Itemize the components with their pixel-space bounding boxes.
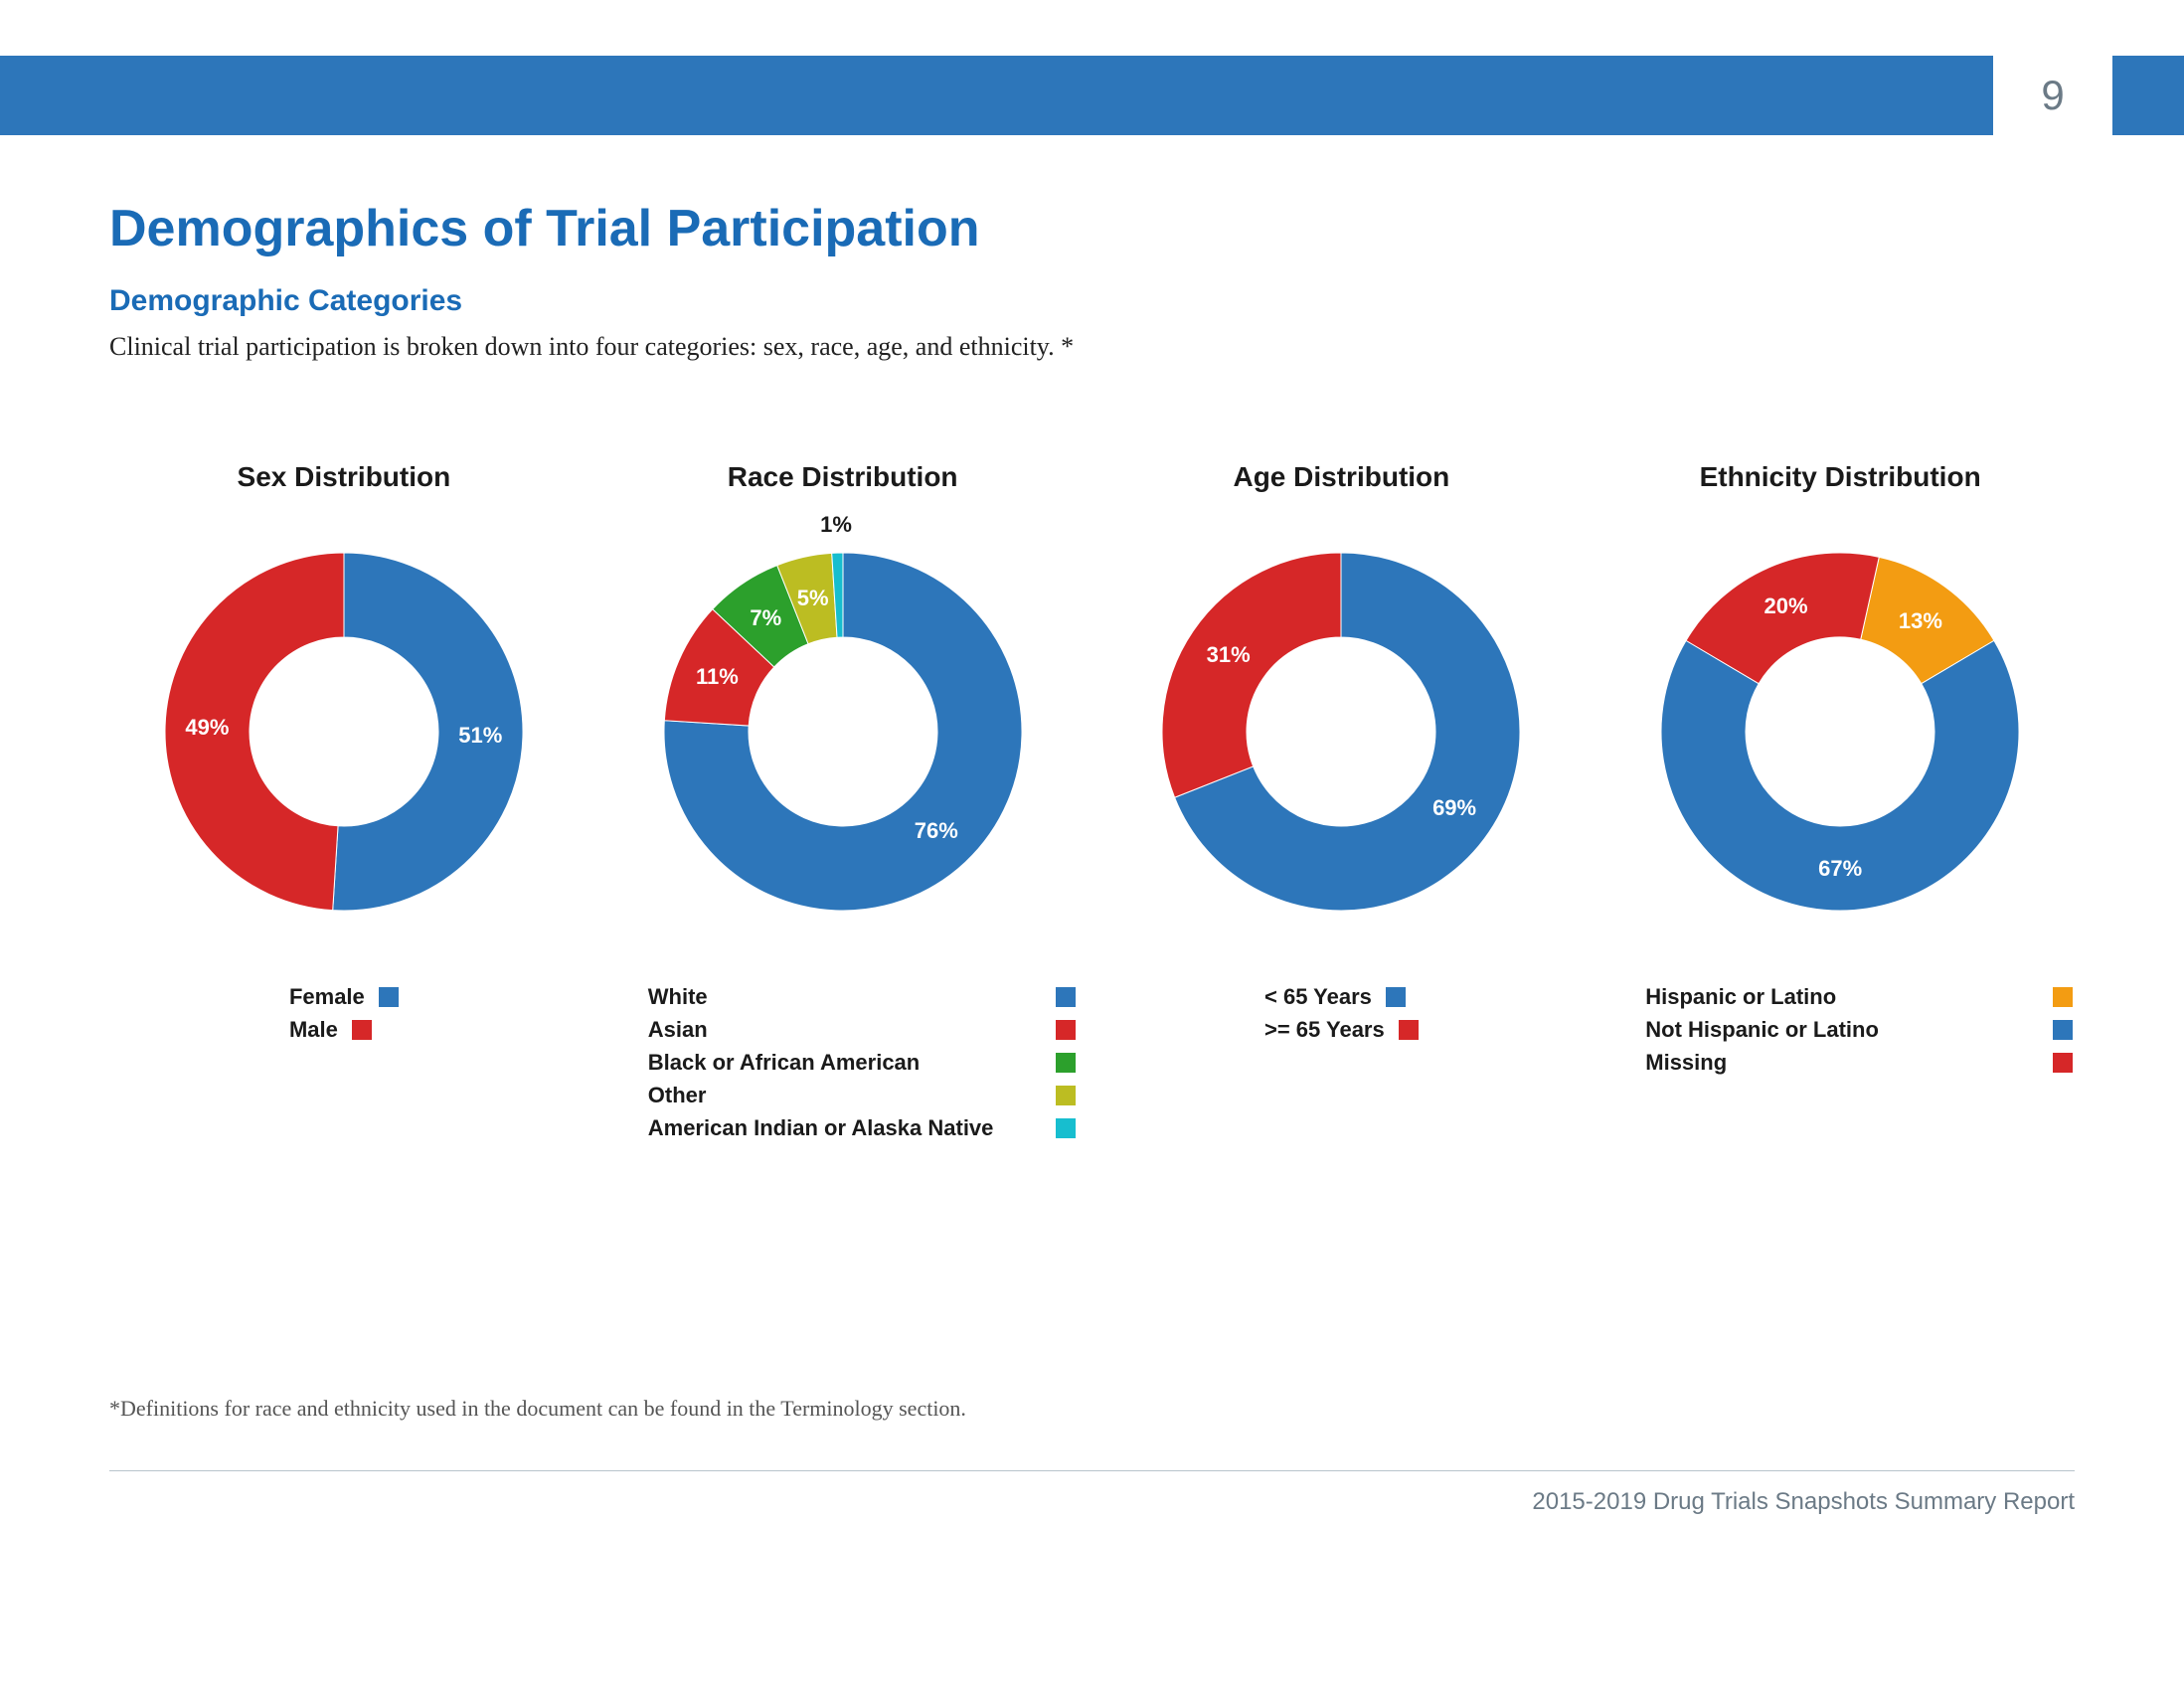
legend-label: >= 65 Years xyxy=(1264,1013,1385,1046)
legend-item: < 65 Years xyxy=(1264,980,1419,1013)
donut-slice xyxy=(1162,553,1341,797)
chart-legend: FemaleMale xyxy=(289,980,399,1046)
slice-pct-label: 76% xyxy=(915,818,958,844)
header-bar: 9 xyxy=(0,56,2184,135)
legend-swatch xyxy=(2053,987,2073,1007)
legend-item: Hispanic or Latino xyxy=(1645,980,2073,1013)
section-subtitle: Demographic Categories xyxy=(109,284,2075,318)
legend-label: Black or African American xyxy=(648,1046,920,1079)
footnote: *Definitions for race and ethnicity used… xyxy=(109,1396,966,1422)
slice-pct-label: 11% xyxy=(696,664,739,690)
header-bar-right xyxy=(2112,56,2184,135)
donut-chart: 69% 31% xyxy=(1162,553,1520,911)
legend-swatch xyxy=(2053,1020,2073,1040)
content-area: Demographics of Trial Participation Demo… xyxy=(109,199,2075,1144)
legend-label: Hispanic or Latino xyxy=(1645,980,1836,1013)
legend-item: Other xyxy=(648,1079,1076,1111)
footer-divider xyxy=(109,1470,2075,1471)
chart-title: Race Distribution xyxy=(728,461,958,493)
legend-swatch xyxy=(352,1020,372,1040)
legend-item: >= 65 Years xyxy=(1264,1013,1419,1046)
slice-pct-label: 5% xyxy=(797,586,829,611)
intro-text: Clinical trial participation is broken d… xyxy=(109,332,2075,362)
legend-swatch xyxy=(1056,987,1076,1007)
slice-pct-label: 7% xyxy=(750,605,781,631)
slice-pct-label: 31% xyxy=(1207,642,1251,668)
legend-label: Male xyxy=(289,1013,338,1046)
chart-column: Ethnicity Distribution 13% 67% 20% Hispanic … xyxy=(1605,461,2075,1144)
legend-item: Black or African American xyxy=(648,1046,1076,1079)
legend-item: Not Hispanic or Latino xyxy=(1645,1013,2073,1046)
chart-title: Sex Distribution xyxy=(238,461,451,493)
page-title: Demographics of Trial Participation xyxy=(109,199,2075,258)
legend-item: Missing xyxy=(1645,1046,2073,1079)
chart-legend: WhiteAsianBlack or African AmericanOther… xyxy=(608,980,1076,1144)
legend-label: Missing xyxy=(1645,1046,1727,1079)
legend-item: White xyxy=(648,980,1076,1013)
chart-column: Race Distribution 76% 11% 7% 5% 1% WhiteAsianB… xyxy=(608,461,1078,1144)
legend-item: Female xyxy=(289,980,399,1013)
legend-swatch xyxy=(1386,987,1406,1007)
legend-label: American Indian or Alaska Native xyxy=(648,1111,994,1144)
slice-pct-label: 20% xyxy=(1764,593,1807,619)
slice-pct-label: 67% xyxy=(1818,856,1862,882)
legend-label: Asian xyxy=(648,1013,708,1046)
legend-label: White xyxy=(648,980,708,1013)
legend-label: Other xyxy=(648,1079,707,1111)
slice-pct-label: 1% xyxy=(820,512,852,538)
page-number: 9 xyxy=(1993,56,2112,135)
chart-column: Age Distribution 69% 31% < 65 Years>= 65 Ye… xyxy=(1107,461,1577,1144)
legend-swatch xyxy=(1056,1086,1076,1105)
legend-label: Female xyxy=(289,980,365,1013)
donut-chart: 13% 67% 20% xyxy=(1661,553,2019,911)
legend-label: Not Hispanic or Latino xyxy=(1645,1013,1879,1046)
charts-row: Sex Distribution 51% 49% FemaleMale Race Dis… xyxy=(109,461,2075,1144)
legend-swatch xyxy=(1056,1053,1076,1073)
chart-legend: < 65 Years>= 65 Years xyxy=(1264,980,1419,1046)
legend-item: Asian xyxy=(648,1013,1076,1046)
donut-chart: 51% 49% xyxy=(165,553,523,911)
legend-swatch xyxy=(2053,1053,2073,1073)
legend-item: American Indian or Alaska Native xyxy=(648,1111,1076,1144)
chart-legend: Hispanic or LatinoNot Hispanic or Latino… xyxy=(1605,980,2073,1079)
legend-swatch xyxy=(1399,1020,1419,1040)
footer-report-title: 2015-2019 Drug Trials Snapshots Summary … xyxy=(1532,1488,2075,1516)
chart-title: Ethnicity Distribution xyxy=(1700,461,1981,493)
legend-swatch xyxy=(1056,1020,1076,1040)
chart-title: Age Distribution xyxy=(1233,461,1449,493)
slice-pct-label: 49% xyxy=(185,715,229,741)
donut-chart: 76%11%7%5%1% xyxy=(664,553,1022,911)
legend-swatch xyxy=(1056,1118,1076,1138)
chart-column: Sex Distribution 51% 49% FemaleMale xyxy=(109,461,579,1144)
slice-pct-label: 69% xyxy=(1432,795,1476,821)
header-bar-left xyxy=(0,56,1993,135)
legend-swatch xyxy=(379,987,399,1007)
legend-label: < 65 Years xyxy=(1264,980,1372,1013)
legend-item: Male xyxy=(289,1013,399,1046)
slice-pct-label: 13% xyxy=(1899,608,1942,634)
slice-pct-label: 51% xyxy=(458,723,502,749)
